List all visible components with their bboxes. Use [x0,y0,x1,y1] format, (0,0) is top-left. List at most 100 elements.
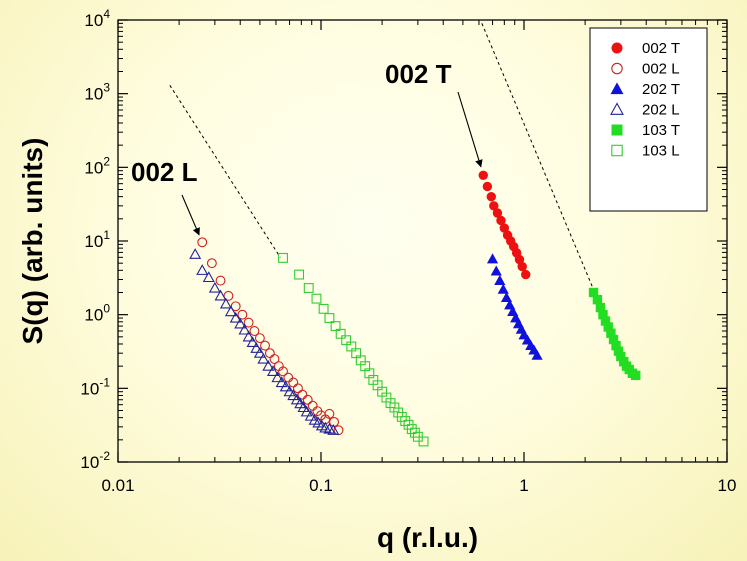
y-tick-label: 100 [84,302,110,325]
data-point-202-l [257,352,270,364]
data-point-002-l [333,425,344,436]
data-point-202-l [271,371,284,383]
series-202-l [189,248,340,435]
data-point-103-l [318,303,329,314]
y-tick-label: 104 [84,7,110,30]
data-point-002-l [223,290,234,301]
data-point-002-l [237,309,248,320]
data-point-002-l [243,317,254,328]
data-point-202-l [275,376,288,388]
annotation-arrow [181,194,200,236]
legend-label: 002 T [642,40,680,57]
data-point-202-l [202,271,215,283]
axis-ticks: 0.01 0.1 1 10 10-2 10-1 100 101 102 103 104 [80,7,736,495]
data-point-202-l [300,405,313,417]
legend-label: 103 L [642,143,680,160]
legend-label: 103 T [642,122,680,139]
data-point-202-l [238,323,251,335]
y-tick-label: 102 [84,154,110,177]
x-tick-label: 0.1 [309,476,333,495]
x-tick-label: 10 [718,476,737,495]
data-point-202-t [490,265,502,276]
data-point-103-l [335,328,346,339]
y-tick-label: 103 [84,81,110,104]
data-point-202-l [287,389,300,401]
data-point-002-l [278,366,288,377]
data-point-202-l [214,289,227,301]
data-point-002-l [302,394,313,405]
x-axis-label: q (r.l.u.) [377,522,478,553]
data-point-002-l [264,348,275,359]
data-point-103-l [400,416,411,426]
data-point-002-l [260,340,270,351]
x-tick-label: 0.01 [101,476,134,495]
legend-label: 202 L [642,102,680,119]
data-point-202-l [304,409,317,421]
data-point-202-t [531,349,543,360]
y-tick-label: 10-1 [80,375,110,398]
legend: 002 T 002 L 202 T 202 L 103 T 103 L [589,27,708,212]
data-point-202-l [224,305,237,317]
data-point-002-t [486,191,496,202]
data-point-103-l [324,313,335,323]
data-point-002-t [478,170,488,180]
data-point-002-l [269,354,280,364]
data-point-202-l [283,385,296,397]
series-002-t [478,170,531,280]
data-point-103-l [278,252,288,263]
data-point-002-l [307,400,318,411]
data-point-002-l [297,389,308,400]
data-point-202-l [327,424,340,435]
data-point-202-l [189,248,202,259]
series-002-l [197,237,344,436]
data-point-103-l [311,293,322,304]
data-point-202-l [253,346,266,358]
data-point-202-l [250,342,263,353]
legend-marker [611,144,623,157]
data-point-103-l [330,321,341,332]
legend-marker [610,82,624,95]
data-point-002-l [254,333,265,344]
data-point-002-l [293,383,303,394]
data-point-202-l [262,359,275,371]
data-point-202-l [279,380,292,392]
y-tick-label: 10-2 [80,449,110,472]
annotation-label: 002 L [131,157,198,187]
data-point-202-l [266,365,279,376]
data-point-002-t [517,261,527,272]
data-point-103-l [389,402,400,413]
legend-marker [610,102,624,115]
data-point-002-t [521,269,531,280]
series-103-l [278,252,429,447]
x-tick-label: 1 [519,476,528,495]
data-point-202-l [196,264,209,275]
data-point-202-t [500,292,513,303]
legend-label: 202 T [642,81,680,98]
data-point-202-l [246,336,259,348]
annotation-arrow [457,91,483,168]
data-point-103-t [592,294,603,305]
series-103-t [588,287,641,381]
series-202-t [486,253,543,360]
dashed-guide-line [481,23,594,290]
data-point-103-t [630,370,641,381]
dashed-guide-line [169,85,281,258]
data-point-103-l [418,436,429,447]
data-point-002-l [288,377,299,388]
annotations: 002 T 002 L [131,59,483,236]
annotation-label: 002 T [385,59,452,89]
data-point-002-l [197,237,208,248]
legend-label: 002 L [642,61,680,78]
data-point-103-l [406,424,417,435]
data-point-002-l [249,326,260,336]
data-point-002-l [329,416,340,427]
data-point-002-l [215,275,226,286]
data-point-103-l [303,283,314,293]
legend-marker [611,62,623,75]
y-axis-label: S(q) (arb. units) [17,138,48,345]
data-point-103-l [294,269,305,280]
y-tick-label: 101 [84,228,110,251]
data-point-002-l [324,408,335,419]
data-point-202-t [497,283,509,294]
